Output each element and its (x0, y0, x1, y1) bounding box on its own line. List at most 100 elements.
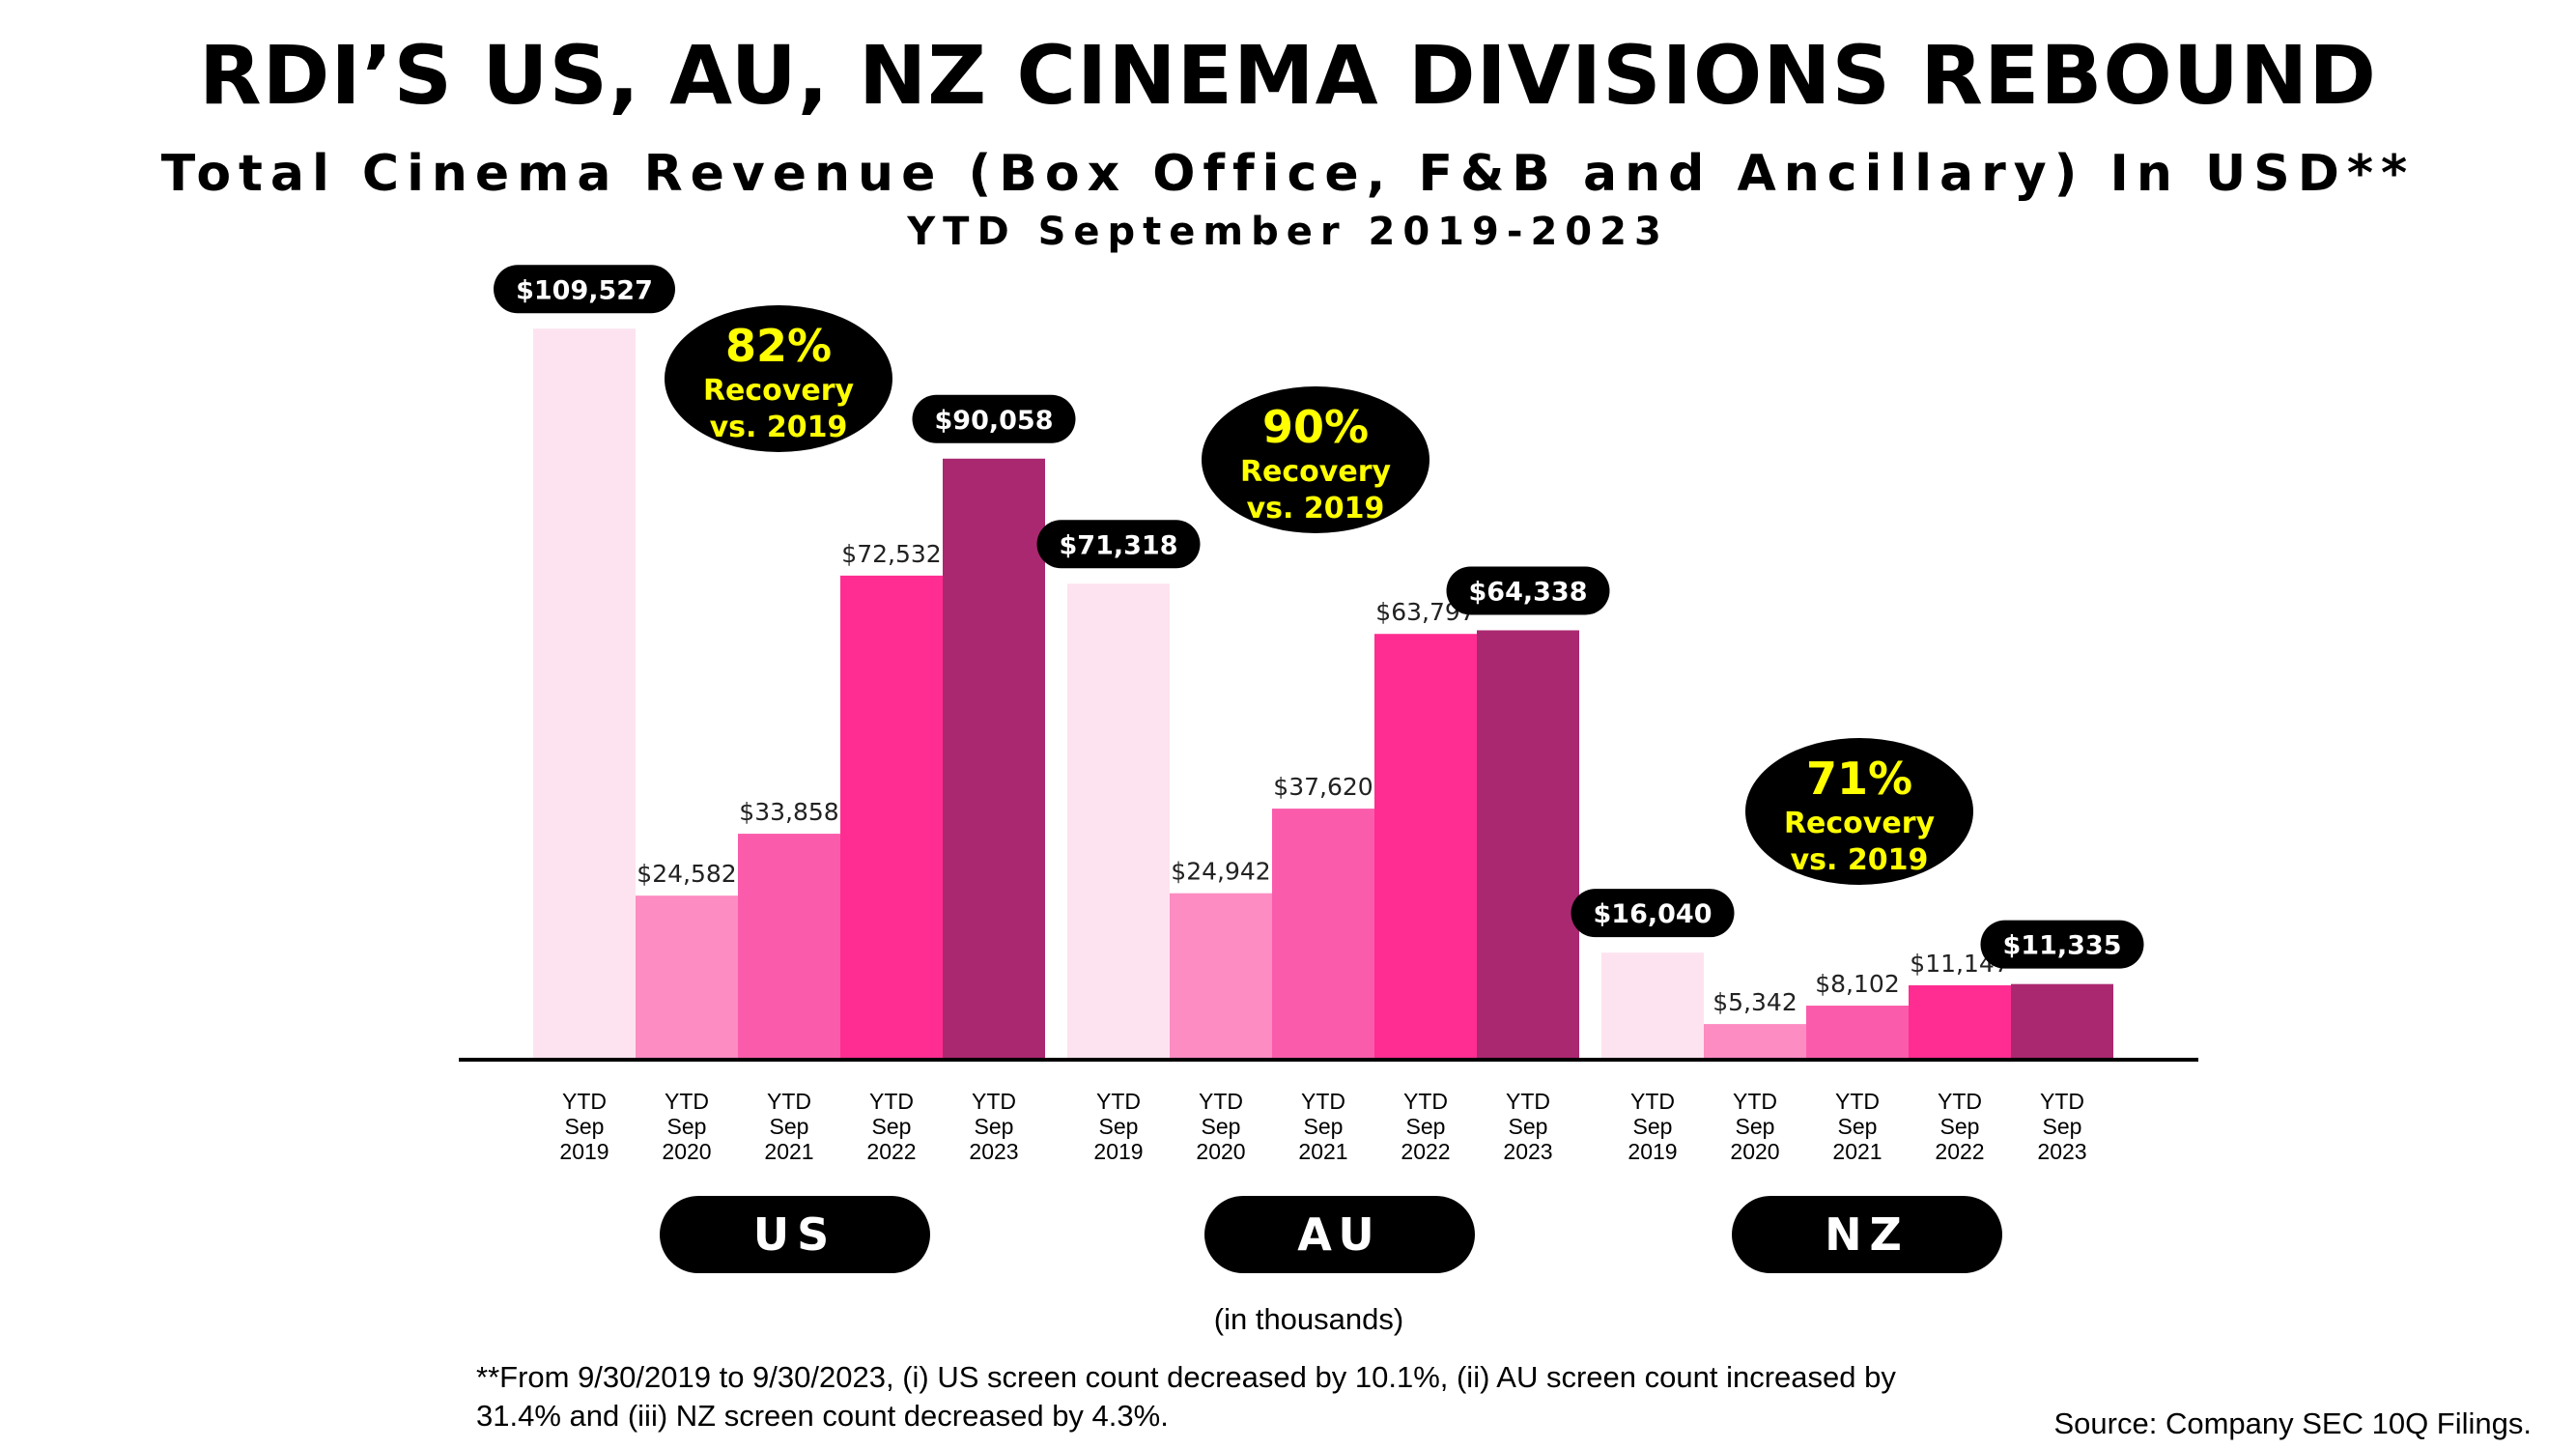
x-tick-label: 2020 (1196, 1139, 1245, 1164)
x-tick-label: Sep (1099, 1114, 1139, 1139)
labels-layer: $109,527YTDSep2019$24,582YTDSep2020$33,8… (494, 265, 2144, 1273)
x-tick-label: YTD (1096, 1089, 1141, 1114)
recovery-percent: 71% (1806, 753, 1912, 805)
data-label-us-2021: $33,858 (739, 798, 838, 826)
chart-title: RDI’S US, AU, NZ CINEMA DIVISIONS REBOUN… (198, 28, 2378, 123)
bars-layer (533, 328, 2113, 1060)
x-tick-label: 2019 (1628, 1139, 1677, 1164)
group-label-nz: NZ (1825, 1208, 1910, 1261)
recovery-baseline: vs. 2019 (710, 411, 848, 444)
bar-nz-2019 (1601, 952, 1704, 1060)
recovery-callout-au (1202, 386, 1430, 533)
x-tick-label: Sep (1304, 1114, 1344, 1139)
value-pill-au-2023 (1446, 566, 1610, 615)
x-tick-label: YTD (1835, 1089, 1880, 1114)
data-label-au-2023: $64,338 (1469, 577, 1588, 607)
x-tick-label: YTD (972, 1089, 1016, 1114)
x-tick-label: YTD (665, 1089, 709, 1114)
x-tick-label: 2021 (1298, 1139, 1347, 1164)
recovery-baseline: vs. 2019 (1247, 492, 1385, 526)
x-tick-label: Sep (1202, 1114, 1241, 1139)
data-label-nz-2019: $16,040 (1594, 899, 1713, 929)
x-tick-label: Sep (565, 1114, 605, 1139)
bar-au-2023 (1477, 630, 1579, 1060)
x-tick-label: Sep (1838, 1114, 1878, 1139)
data-label-au-2020: $24,942 (1171, 858, 1270, 886)
x-tick-label: YTD (1301, 1089, 1345, 1114)
data-label-nz-2023: $11,335 (2003, 931, 2122, 961)
recovery-baseline: vs. 2019 (1791, 843, 1929, 877)
data-label-au-2019: $71,318 (1060, 530, 1178, 560)
x-tick-label: Sep (770, 1114, 809, 1139)
x-tick-label: 2022 (1401, 1139, 1450, 1164)
x-tick-label: 2023 (2037, 1139, 2086, 1164)
footnote: **From 9/30/2019 to 9/30/2023, (i) US sc… (476, 1360, 1896, 1433)
source-note: Source: Company SEC 10Q Filings. (2053, 1406, 2533, 1440)
recovery-callout-us (665, 305, 892, 452)
data-label-nz-2020: $5,342 (1713, 988, 1797, 1016)
bar-us-2022 (840, 575, 943, 1060)
x-tick-label: YTD (1733, 1089, 1777, 1114)
recovery-label: Recovery (703, 374, 855, 408)
x-tick-label: Sep (1940, 1114, 1980, 1139)
x-tick-label: 2019 (1093, 1139, 1143, 1164)
group-label-us: US (753, 1208, 836, 1261)
data-label-nz-2021: $8,102 (1815, 970, 1899, 998)
bar-nz-2023 (2011, 983, 2113, 1060)
x-tick-label: Sep (872, 1114, 912, 1139)
bar-us-2020 (636, 895, 738, 1060)
data-label-us-2022: $72,532 (841, 540, 941, 568)
x-tick-label: Sep (975, 1114, 1014, 1139)
x-tick-label: 2020 (1730, 1139, 1779, 1164)
x-tick-label: YTD (1938, 1089, 1982, 1114)
x-tick-label: Sep (667, 1114, 707, 1139)
x-tick-label: YTD (1506, 1089, 1550, 1114)
x-tick-label: 2023 (969, 1139, 1018, 1164)
chart-period: YTD September 2019-2023 (907, 210, 1669, 254)
group-pill-au (1204, 1196, 1475, 1273)
bar-au-2022 (1374, 634, 1477, 1060)
x-tick-label: YTD (1199, 1089, 1243, 1114)
x-tick-label: 2023 (1503, 1139, 1552, 1164)
x-tick-label: 2021 (764, 1139, 813, 1164)
x-tick-label: 2021 (1832, 1139, 1882, 1164)
bar-us-2021 (738, 834, 840, 1060)
x-tick-label: 2020 (662, 1139, 711, 1164)
bar-nz-2021 (1806, 1006, 1909, 1060)
x-tick-label: YTD (562, 1089, 607, 1114)
group-pill-nz (1732, 1196, 2002, 1273)
bar-au-2020 (1170, 893, 1272, 1060)
x-tick-label: Sep (1736, 1114, 1775, 1139)
bar-au-2021 (1272, 809, 1374, 1060)
value-pill-au-2019 (1036, 520, 1201, 569)
x-tick-label: YTD (2040, 1089, 2084, 1114)
bar-nz-2022 (1909, 984, 2011, 1060)
value-pill-us-2019 (494, 265, 675, 314)
data-label-us-2023: $90,058 (935, 406, 1054, 436)
x-tick-label: Sep (1509, 1114, 1548, 1139)
recovery-callout-nz (1745, 738, 1973, 885)
x-tick-label: 2022 (1935, 1139, 1984, 1164)
x-tick-label: Sep (1633, 1114, 1673, 1139)
data-label-us-2019: $109,527 (516, 275, 653, 305)
x-tick-label: Sep (2043, 1114, 2082, 1139)
value-pill-nz-2023 (1980, 920, 2144, 969)
bar-nz-2020 (1704, 1024, 1806, 1060)
group-pill-us (660, 1196, 930, 1273)
value-pill-nz-2019 (1571, 889, 1735, 938)
data-label-au-2021: $37,620 (1273, 773, 1373, 801)
recovery-percent: 82% (725, 320, 832, 372)
bar-au-2019 (1067, 583, 1170, 1060)
x-tick-label: YTD (869, 1089, 914, 1114)
x-tick-label: 2022 (866, 1139, 916, 1164)
value-pill-us-2023 (912, 394, 1076, 443)
x-tick-label: 2019 (559, 1139, 609, 1164)
x-tick-label: Sep (1406, 1114, 1446, 1139)
x-tick-label: YTD (767, 1089, 811, 1114)
x-tick-label: YTD (1403, 1089, 1448, 1114)
recovery-label: Recovery (1240, 455, 1392, 489)
recovery-percent: 90% (1262, 401, 1369, 453)
chart-subtitle: Total Cinema Revenue (Box Office, F&B an… (160, 145, 2416, 203)
bar-us-2023 (943, 458, 1045, 1060)
